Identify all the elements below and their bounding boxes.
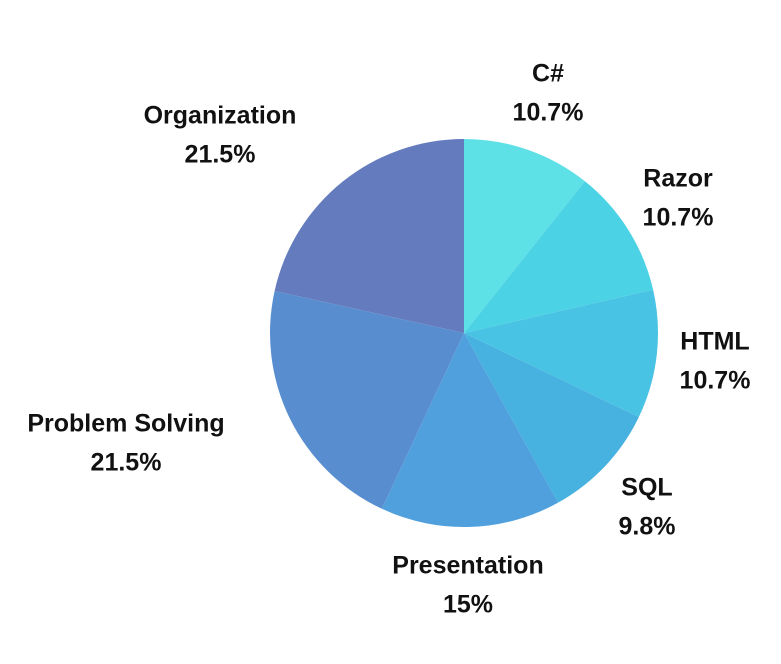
slice-name-razor: Razor — [643, 165, 713, 193]
pie-slice-razor — [464, 181, 654, 333]
pie-slice-sql — [464, 333, 639, 503]
slice-label-sql: SQL 9.8% — [619, 474, 676, 541]
slice-name-presentation: Presentation — [392, 552, 543, 580]
pie-slice-organization — [274, 139, 464, 333]
slice-percent-c: 10.7% — [513, 99, 584, 127]
slice-label-razor: Razor 10.7% — [643, 165, 714, 232]
slice-percent-html: 10.7% — [680, 367, 751, 395]
slice-name-problem-solving: Problem Solving — [27, 410, 224, 438]
slice-label-html: HTML 10.7% — [680, 328, 751, 395]
slice-label-problem-solving: Problem Solving 21.5% — [27, 410, 224, 477]
slice-percent-sql: 9.8% — [619, 513, 676, 541]
slice-label-presentation: Presentation 15% — [392, 552, 543, 619]
slices-layer — [270, 139, 659, 528]
pie-slice-problem-solving — [270, 290, 464, 509]
pie-slice-c — [464, 139, 585, 333]
pie-slice-html — [464, 289, 659, 418]
slice-name-c: C# — [532, 60, 564, 88]
slice-name-sql: SQL — [621, 474, 672, 502]
slice-name-html: HTML — [680, 328, 749, 356]
slice-percent-razor: 10.7% — [643, 204, 714, 232]
slice-name-organization: Organization — [144, 102, 297, 130]
pie-slice-presentation — [381, 333, 559, 528]
slice-label-organization: Organization 21.5% — [144, 102, 297, 169]
slice-percent-presentation: 15% — [443, 591, 493, 619]
labels-layer: C# 10.7% Razor 10.7% HTML 10.7% SQL 9.8% Present… — [27, 60, 750, 619]
slice-label-c: C# 10.7% — [513, 60, 584, 127]
slice-percent-problem-solving: 21.5% — [91, 449, 162, 477]
slice-percent-organization: 21.5% — [185, 141, 256, 169]
